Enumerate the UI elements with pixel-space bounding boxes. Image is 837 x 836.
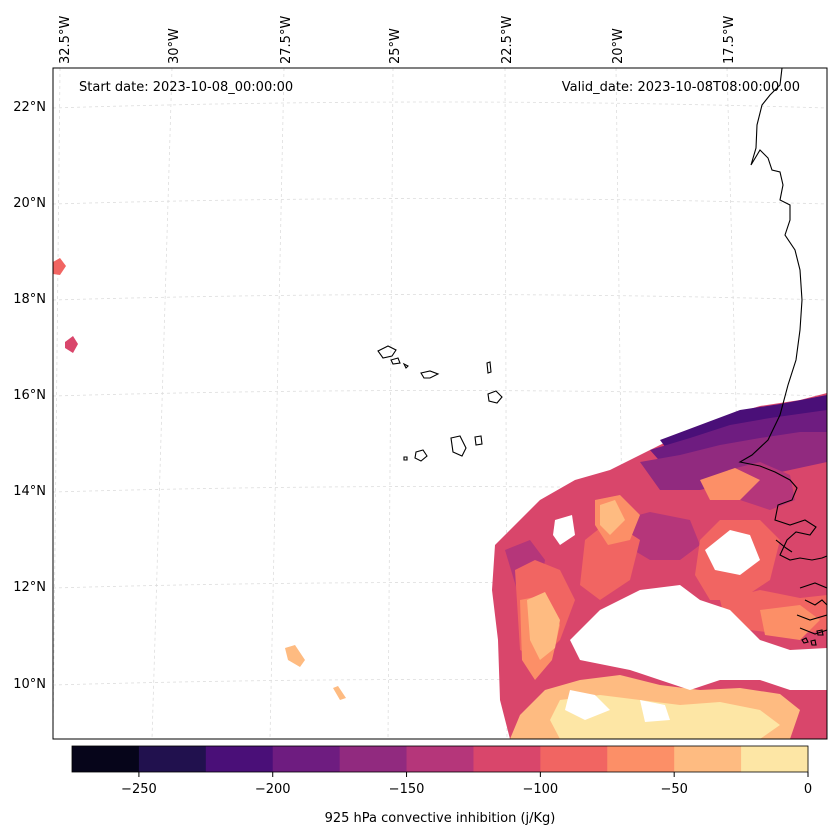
cin-hole-4 — [565, 690, 670, 722]
map-panel — [52, 67, 828, 740]
colorbar-segment — [339, 746, 408, 772]
lat-label-22n: 22°N — [13, 100, 46, 115]
cin-band-very-high — [285, 500, 800, 739]
lon-label-22-5w: 22.5°W — [500, 16, 515, 64]
colorbar-tick-label: −250 — [121, 782, 157, 797]
gridline-lat-20 — [53, 198, 827, 205]
cape-verde-santa-luzia — [402, 362, 409, 369]
colorbar-label: 925 hPa convective inhibition (j/Kg) — [325, 811, 556, 826]
gridline-lon-32-5 — [53, 68, 61, 739]
lon-label-20w: 20°W — [611, 28, 626, 64]
cin-patch-west-2 — [65, 336, 78, 353]
colorbar-frame — [71, 745, 809, 773]
gridline-lat-18 — [53, 294, 827, 301]
start-date-annotation: Start date: 2023-10-08_00:00:00 — [79, 80, 293, 95]
lon-label-32-5w: 32.5°W — [58, 16, 73, 64]
cape-verde-sao-nicolau — [420, 370, 440, 379]
colorbar-segment — [138, 746, 207, 772]
africa-coastline — [738, 68, 827, 561]
colorbar-segment — [741, 746, 809, 772]
cin-band-mid — [505, 462, 795, 600]
lat-label-12n: 12°N — [13, 580, 46, 595]
colorbar-segments — [72, 746, 809, 772]
colorbar-tick-label: −100 — [523, 782, 559, 797]
lon-label-25w: 25°W — [388, 28, 403, 64]
gridline-lat-16 — [53, 390, 827, 397]
cin-contours — [53, 258, 827, 739]
gridline-lat-12 — [53, 582, 827, 589]
lon-label-17-5w: 17.5°W — [722, 16, 737, 64]
colorbar-segment — [272, 746, 341, 772]
gambia-coast — [775, 539, 793, 553]
lat-label-16n: 16°N — [13, 388, 46, 403]
cin-hole-3 — [570, 585, 827, 690]
cin-patch-west-1 — [53, 258, 66, 275]
gridline-lat-22 — [53, 101, 827, 109]
cin-band-high — [520, 468, 820, 680]
cin-band-mid-low — [640, 432, 827, 490]
latitude-labels: 22°N 20°N 18°N 16°N 14°N 12°N 10°N — [13, 100, 46, 692]
colorbar-tick-label: −150 — [389, 782, 425, 797]
gridline-lon-25 — [387, 68, 394, 739]
coastlines — [377, 68, 827, 646]
colorbar-segment — [607, 746, 675, 772]
colorbar-segment — [540, 746, 608, 772]
colorbar-segment — [406, 746, 474, 772]
lat-label-18n: 18°N — [13, 292, 46, 307]
map-frame — [52, 67, 828, 740]
longitude-labels: 32.5°W 30°W 27.5°W 25°W 22.5°W 20°W 17.5… — [58, 16, 737, 64]
cape-verde-santo-antao — [377, 345, 397, 359]
colorbar-tick-label: −50 — [660, 782, 687, 797]
lat-label-14n: 14°N — [13, 484, 46, 499]
lat-label-10n: 10°N — [13, 677, 46, 692]
cape-verde-maio — [474, 435, 483, 446]
colorbar-segment — [72, 746, 140, 772]
colorbar-segment — [473, 746, 541, 772]
cin-hole-1 — [553, 515, 575, 545]
gridline-lat-10 — [53, 679, 827, 686]
colorbar: −250 −200 −150 −100 −50 0 925 hPa convective … — [71, 745, 812, 826]
gridline-lat-14 — [53, 486, 827, 493]
cape-verde-fogo — [414, 449, 428, 462]
colorbar-tick-label: −200 — [255, 782, 291, 797]
colorbar-tick-label: 0 — [804, 782, 812, 797]
cin-hole-2 — [705, 530, 760, 575]
lon-label-27-5w: 27.5°W — [279, 16, 294, 64]
colorbar-ticks: −250 −200 −150 −100 −50 0 — [121, 772, 812, 797]
guinea-bissau-coast — [796, 582, 827, 635]
bijagos-islands — [801, 629, 824, 646]
cape-verde-boa-vista — [487, 390, 503, 404]
gridline-lon-30 — [151, 68, 173, 739]
lat-label-20n: 20°N — [13, 196, 46, 211]
cape-verde-sal — [486, 361, 492, 374]
colorbar-segment — [205, 746, 274, 772]
valid-date-annotation: Valid_date: 2023-10-08T08:00:00.00 — [562, 80, 800, 95]
cape-verde-santiago — [450, 435, 467, 457]
cape-verde-brava — [403, 456, 408, 461]
graticule — [53, 68, 827, 739]
lon-label-30w: 30°W — [167, 28, 182, 64]
colorbar-segment — [674, 746, 742, 772]
cape-verde-sao-vicente — [390, 357, 401, 365]
gridline-lon-27-5 — [269, 68, 285, 739]
